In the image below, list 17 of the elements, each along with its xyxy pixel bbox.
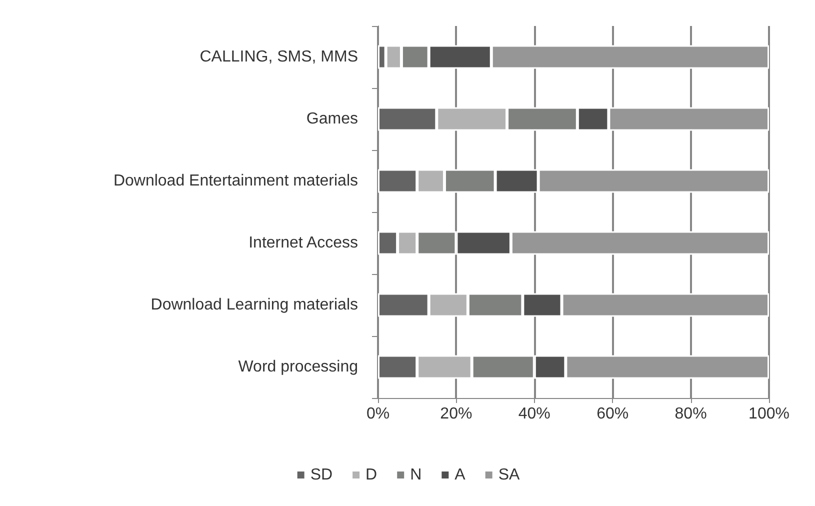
legend-label: D [366,466,378,484]
y-tick-label: Download Entertainment materials [113,172,358,190]
legend-label: A [454,466,466,484]
x-tick-label: 0% [366,406,390,422]
y-tick-label: Word processing [238,358,358,376]
y-tick-label: Download Learning materials [150,296,358,314]
y-tick-label: Internet Access [248,234,358,252]
x-tick-label: 20% [440,406,472,422]
x-tick-label: 80% [674,406,707,422]
legend-label: N [410,466,422,484]
y-tick-label: Games [306,110,358,128]
legend-label: SA [498,466,520,484]
x-tick-label: 40% [518,406,550,422]
y-tick-label: CALLING, SMS, MMS [200,48,358,66]
x-tick-label: 60% [596,406,629,422]
legend-label: SD [310,466,333,484]
x-tick-label: 100% [748,406,790,422]
